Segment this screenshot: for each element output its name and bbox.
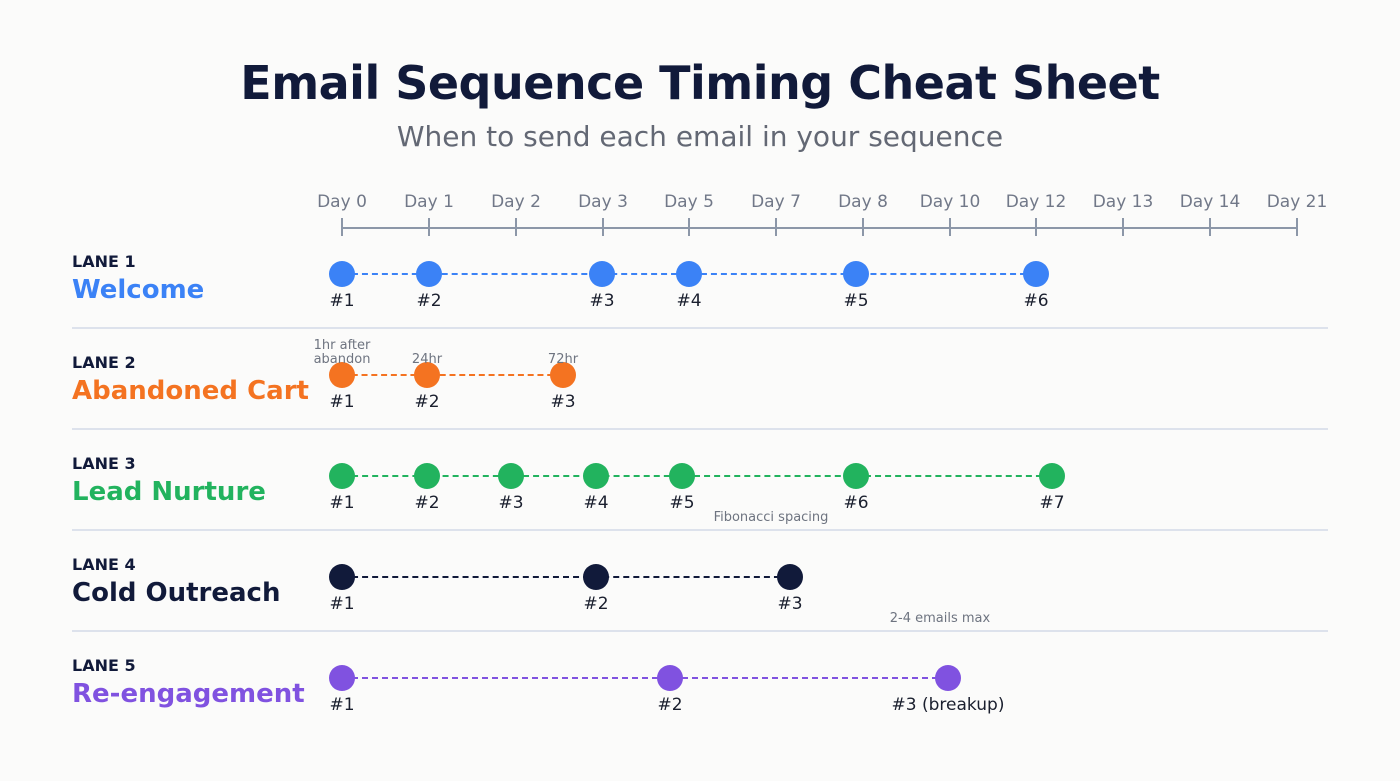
- axis-tick-label: Day 12: [1005, 192, 1067, 212]
- email-label: #3: [777, 594, 803, 614]
- axis-tick-label: Day 21: [1266, 192, 1328, 212]
- sequence-connector: [342, 677, 948, 679]
- email-label: #3: [589, 291, 615, 311]
- email-label: #3 (breakup): [891, 695, 1005, 715]
- page-subtitle: When to send each email in your sequence: [396, 120, 1004, 153]
- axis-tick: [341, 218, 343, 236]
- axis-tick: [949, 218, 951, 236]
- axis-tick: [688, 218, 690, 236]
- lane-number-label: LANE 4: [72, 555, 136, 574]
- lane-title: Cold Outreach: [72, 578, 281, 608]
- email-marker[interactable]: [583, 564, 609, 590]
- email-label: #3: [498, 493, 524, 513]
- lane-title: Abandoned Cart: [72, 376, 309, 406]
- axis-tick-label: Day 8: [838, 192, 888, 212]
- timing-note: 72hr: [547, 352, 579, 367]
- lane-number-label: LANE 1: [72, 252, 136, 271]
- email-marker[interactable]: [329, 463, 355, 489]
- lane-divider: [72, 630, 1328, 632]
- email-marker[interactable]: [669, 463, 695, 489]
- timing-note: 1hr after abandon: [313, 338, 371, 367]
- axis-tick-label: Day 14: [1179, 192, 1241, 212]
- email-marker[interactable]: [843, 463, 869, 489]
- email-marker[interactable]: [329, 261, 355, 287]
- email-label: #6: [1023, 291, 1049, 311]
- email-marker[interactable]: [843, 261, 869, 287]
- axis-tick: [515, 218, 517, 236]
- lane-divider: [72, 529, 1328, 531]
- axis-tick-label: Day 5: [664, 192, 714, 212]
- email-label: #4: [583, 493, 609, 513]
- axis-tick-label: Day 13: [1092, 192, 1154, 212]
- email-label: #3: [550, 392, 576, 412]
- sequence-connector: [342, 576, 790, 578]
- axis-tick-label: Day 2: [491, 192, 541, 212]
- axis-tick-label: Day 1: [404, 192, 454, 212]
- lane-annotation: 2-4 emails max: [889, 611, 991, 626]
- email-label: #5: [669, 493, 695, 513]
- email-marker[interactable]: [416, 261, 442, 287]
- email-marker[interactable]: [589, 261, 615, 287]
- email-label: #2: [416, 291, 442, 311]
- lane-title: Welcome: [72, 275, 205, 305]
- axis-tick: [1122, 218, 1124, 236]
- lane-title: Re-engagement: [72, 679, 305, 709]
- email-label: #2: [414, 392, 440, 412]
- email-marker[interactable]: [1023, 261, 1049, 287]
- email-label: #2: [583, 594, 609, 614]
- page-title: Email Sequence Timing Cheat Sheet: [240, 56, 1160, 110]
- axis-tick-label: Day 0: [317, 192, 367, 212]
- lane-number-label: LANE 3: [72, 454, 136, 473]
- axis-tick: [1296, 218, 1298, 236]
- email-label: #1: [329, 695, 355, 715]
- email-marker[interactable]: [414, 362, 440, 388]
- lane-divider: [72, 428, 1328, 430]
- axis-tick: [775, 218, 777, 236]
- email-label: #1: [329, 291, 355, 311]
- email-marker[interactable]: [676, 261, 702, 287]
- email-label: #2: [414, 493, 440, 513]
- axis-tick: [602, 218, 604, 236]
- lane-title: Lead Nurture: [72, 477, 266, 507]
- lane-divider: [72, 327, 1328, 329]
- email-marker[interactable]: [550, 362, 576, 388]
- email-marker[interactable]: [657, 665, 683, 691]
- axis-line: [342, 227, 1297, 229]
- axis-tick: [428, 218, 430, 236]
- email-marker[interactable]: [414, 463, 440, 489]
- sequence-connector: [342, 475, 1052, 477]
- email-label: #1: [329, 594, 355, 614]
- email-label: #1: [329, 392, 355, 412]
- axis-tick-label: Day 3: [578, 192, 628, 212]
- email-label: #4: [676, 291, 702, 311]
- axis-tick: [1035, 218, 1037, 236]
- email-label: #6: [843, 493, 869, 513]
- email-label: #7: [1039, 493, 1065, 513]
- email-label: #1: [329, 493, 355, 513]
- axis-tick: [862, 218, 864, 236]
- email-marker[interactable]: [329, 362, 355, 388]
- email-marker[interactable]: [498, 463, 524, 489]
- email-label: #5: [843, 291, 869, 311]
- email-label: #2: [657, 695, 683, 715]
- email-marker[interactable]: [777, 564, 803, 590]
- email-marker[interactable]: [329, 564, 355, 590]
- sequence-connector: [342, 374, 563, 376]
- email-marker[interactable]: [329, 665, 355, 691]
- email-marker[interactable]: [583, 463, 609, 489]
- timing-note: 24hr: [411, 352, 443, 367]
- axis-tick-label: Day 7: [751, 192, 801, 212]
- email-marker[interactable]: [935, 665, 961, 691]
- lane-annotation: Fibonacci spacing: [713, 510, 829, 525]
- axis-tick: [1209, 218, 1211, 236]
- email-marker[interactable]: [1039, 463, 1065, 489]
- lane-number-label: LANE 2: [72, 353, 136, 372]
- axis-tick-label: Day 10: [919, 192, 981, 212]
- lane-number-label: LANE 5: [72, 656, 136, 675]
